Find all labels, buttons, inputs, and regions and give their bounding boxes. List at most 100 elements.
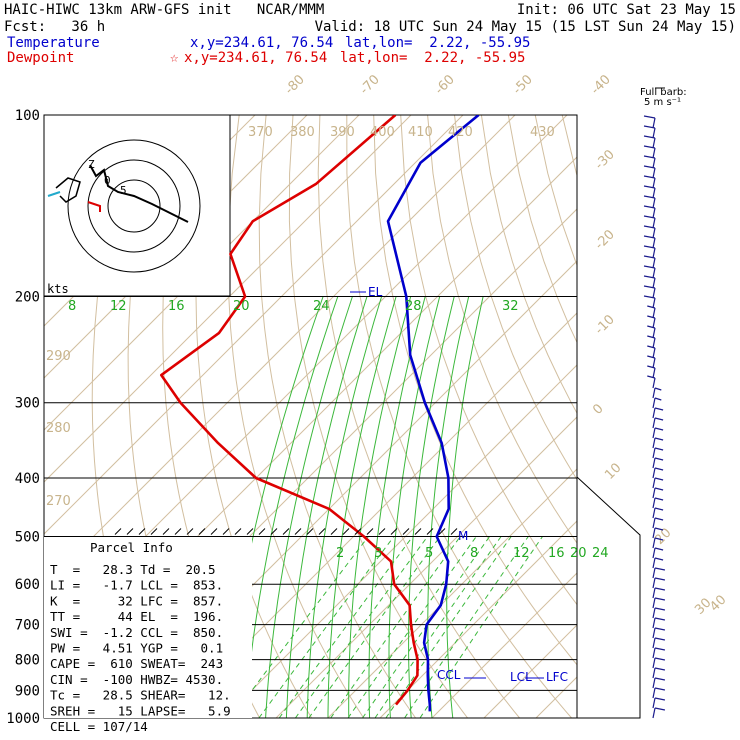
- dry-adiabat: [427, 115, 577, 544]
- wind-barb: [652, 587, 656, 599]
- hatch-mark: [174, 528, 182, 535]
- wind-barb: [652, 137, 656, 149]
- wind-barb-flag: [654, 427, 664, 431]
- isotherm-label: -40: [588, 72, 614, 98]
- wind-legend-title: Full barb:: [640, 87, 687, 98]
- hatch-mark: [198, 528, 206, 535]
- hatch-mark: [234, 528, 242, 535]
- wind-barb: [652, 637, 656, 649]
- header-line2-right: Valid: 18 UTC Sun 24 May 15 (15 LST Sun …: [314, 19, 736, 35]
- annotation-m: M: [458, 529, 468, 543]
- wind-barb: [652, 697, 656, 709]
- wind-barb: [652, 657, 656, 669]
- mixing-ratio-line: [258, 536, 395, 719]
- wind-barb-flag: [654, 547, 664, 551]
- hodograph-ring: [107, 179, 161, 233]
- wind-barb: [652, 497, 656, 509]
- mixing-ratio-label: 28: [405, 299, 422, 314]
- dry-adiabat: [400, 115, 577, 606]
- isotherm-label: 20: [652, 526, 674, 548]
- freezing-level-hatch: [114, 528, 458, 535]
- hatch-mark: [138, 528, 146, 535]
- hodograph-ring: [67, 139, 201, 273]
- hatch-mark: [126, 528, 134, 535]
- hodograph-label: 0: [104, 174, 111, 187]
- wind-barb-flag: [654, 417, 664, 421]
- isotherm-label: -20: [592, 227, 618, 253]
- mixing-ratio-label: 8: [68, 299, 76, 314]
- isotherm-line: [275, 416, 577, 719]
- wind-barb: [652, 407, 656, 419]
- wind-barb-flag: [654, 617, 666, 621]
- wind-barb-flag: [647, 315, 656, 319]
- wind-barb: [652, 247, 656, 259]
- mixing-ratio-line: [308, 536, 441, 719]
- wind-barb: [652, 667, 656, 679]
- wind-barb: [652, 287, 656, 299]
- wind-barb-flag: [654, 577, 666, 581]
- parcel-row: Tc = 28.5 SHEAR= 12.: [50, 688, 231, 703]
- dry-adiabat: [480, 115, 577, 415]
- wind-barb-flag: [654, 457, 664, 461]
- wind-barb-flag: [654, 467, 664, 471]
- hatch-mark: [210, 528, 218, 535]
- moist-adiabat: [388, 296, 441, 719]
- pressure-label: 500: [15, 529, 40, 545]
- wind-barb-flag: [654, 567, 666, 571]
- wind-barb-flag: [647, 365, 656, 369]
- wind-barb-flag: [643, 155, 656, 159]
- mixing-ratio-label: 32: [502, 299, 519, 314]
- wind-barb-flag: [643, 185, 656, 189]
- wind-barb: [652, 227, 656, 239]
- dry-adiabat: [616, 115, 740, 718]
- hatch-mark: [270, 528, 278, 535]
- moist-adiabat: [327, 296, 397, 718]
- isotherm-line: [327, 468, 577, 719]
- wind-barb: [652, 707, 656, 719]
- wind-barb: [652, 627, 656, 639]
- wind-barb-flag: [654, 437, 664, 441]
- wind-barb-flag: [643, 195, 656, 199]
- isotherm-label: 40: [707, 593, 729, 615]
- wind-barb: [652, 567, 656, 579]
- wind-barb-flag: [654, 657, 666, 661]
- wind-barb-flag: [654, 627, 666, 631]
- annotation-ccl: CCL: [437, 668, 461, 682]
- dewpoint-xy: x,y=234.61, 76.54: [184, 50, 328, 66]
- dry-adiabat: [589, 115, 740, 718]
- wind-barb: [652, 327, 656, 339]
- hodograph-kts-label: kts: [47, 282, 69, 296]
- theta-label: 280: [46, 421, 71, 436]
- wind-barb: [652, 457, 656, 469]
- wind-barb-flag: [654, 407, 664, 411]
- wind-barb-flag: [643, 235, 656, 239]
- wind-barb: [652, 357, 656, 369]
- wind-barb-flag: [654, 557, 664, 561]
- pressure-label: 400: [15, 471, 40, 487]
- header-line1-left: HAIC-HIWC 13km ARW-GFS init NCAR/MMM: [4, 2, 325, 18]
- hatch-mark: [342, 528, 350, 535]
- wind-legend-unit: 5 m s⁻¹: [644, 97, 681, 108]
- parcel-row: TT = 44 EL = 196.: [50, 609, 223, 624]
- pressure-label: 900: [15, 683, 40, 699]
- parcel-title: Parcel Info: [90, 540, 173, 555]
- pressure-label: 300: [15, 396, 40, 412]
- wind-barb-flag: [654, 477, 664, 481]
- dry-adiabat: [454, 115, 577, 481]
- wind-barb-flag: [654, 677, 666, 681]
- wind-barb-flag: [654, 397, 662, 401]
- pressure-label: 1000: [6, 711, 40, 727]
- wind-barb-flag: [643, 165, 656, 169]
- theta-label: 420: [448, 125, 473, 140]
- mixing-ratio-label: 20: [233, 299, 250, 314]
- wind-barb: [652, 647, 656, 659]
- hatch-mark: [162, 528, 170, 535]
- dewpoint-latlon: lat,lon= 2.22, -55.95: [340, 50, 526, 66]
- wind-barb: [652, 677, 656, 689]
- wind-barb: [652, 687, 656, 699]
- hodograph-trace-2: [55, 177, 81, 203]
- wind-barb: [652, 437, 656, 449]
- wind-barb: [652, 377, 656, 389]
- annotation-lcl: LCL: [510, 670, 532, 684]
- hodograph-ring: [87, 159, 181, 253]
